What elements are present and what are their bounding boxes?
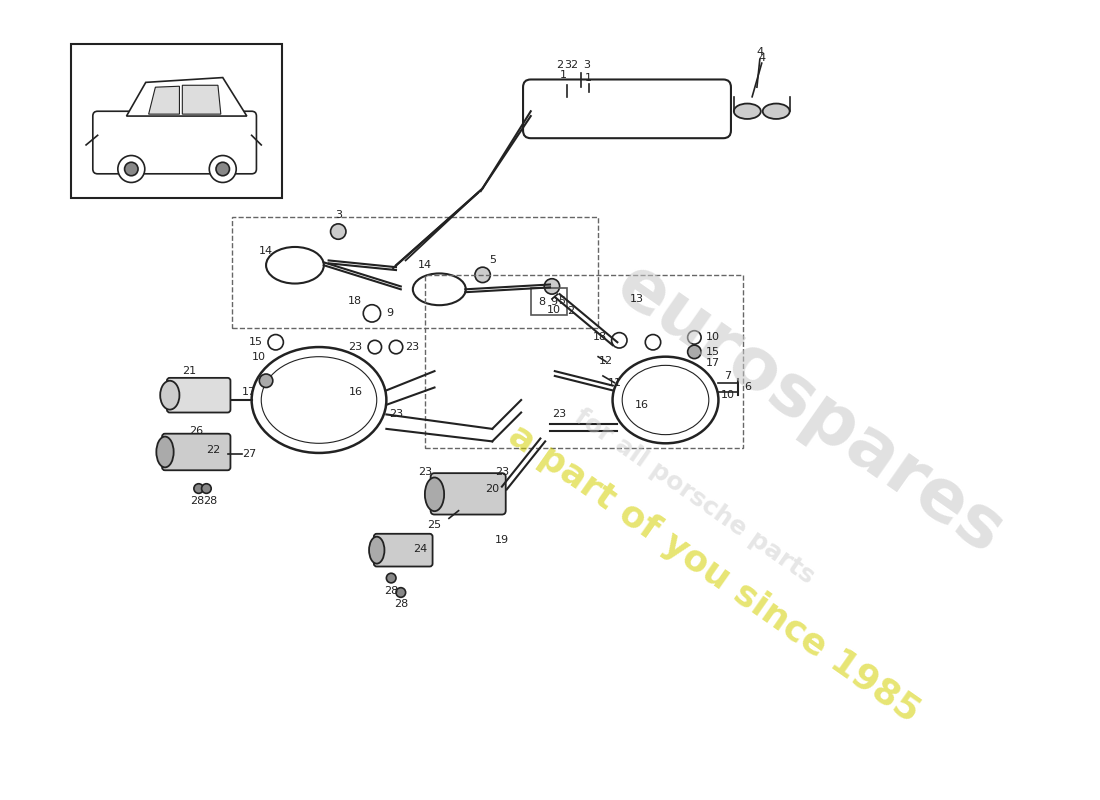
Bar <box>425 275 742 448</box>
Text: 20: 20 <box>485 483 499 494</box>
Circle shape <box>475 267 491 282</box>
Text: 17: 17 <box>706 358 721 369</box>
Circle shape <box>363 305 381 322</box>
Text: 19: 19 <box>495 534 509 545</box>
Circle shape <box>612 333 627 348</box>
Text: 3: 3 <box>334 210 342 220</box>
Bar <box>70 44 283 198</box>
Text: 18: 18 <box>593 333 607 342</box>
Text: 2: 2 <box>566 306 574 317</box>
Circle shape <box>368 340 382 354</box>
Circle shape <box>646 334 661 350</box>
Text: eurospares: eurospares <box>603 250 1016 569</box>
FancyBboxPatch shape <box>167 378 231 413</box>
Bar <box>530 288 568 315</box>
Text: 21: 21 <box>182 366 196 376</box>
Text: 26: 26 <box>189 426 202 436</box>
Ellipse shape <box>425 478 444 511</box>
Text: 23: 23 <box>552 410 567 419</box>
Text: 7: 7 <box>725 371 732 381</box>
Circle shape <box>209 155 236 182</box>
Text: 23: 23 <box>418 467 432 477</box>
Text: 4: 4 <box>758 54 766 63</box>
Circle shape <box>389 340 403 354</box>
Text: 2: 2 <box>557 60 563 70</box>
Text: a part of you since 1985: a part of you since 1985 <box>502 418 925 729</box>
Text: 10: 10 <box>722 390 735 400</box>
Text: 28: 28 <box>394 599 408 609</box>
Text: 1: 1 <box>585 73 592 82</box>
Circle shape <box>386 574 396 583</box>
Text: 18: 18 <box>349 296 362 306</box>
Circle shape <box>194 484 204 494</box>
Circle shape <box>688 345 701 358</box>
Text: 16: 16 <box>635 400 648 410</box>
FancyBboxPatch shape <box>92 111 256 174</box>
Text: 14: 14 <box>258 246 273 256</box>
Text: 10: 10 <box>547 306 561 315</box>
Text: 28: 28 <box>189 496 204 506</box>
Circle shape <box>544 278 560 294</box>
Text: 23: 23 <box>406 342 420 352</box>
Circle shape <box>216 162 230 176</box>
Text: 3: 3 <box>564 60 571 70</box>
Text: 22: 22 <box>206 445 220 455</box>
Text: 23: 23 <box>495 467 509 477</box>
Circle shape <box>688 330 701 344</box>
Text: 23: 23 <box>349 342 362 352</box>
Text: 12: 12 <box>598 357 613 366</box>
FancyBboxPatch shape <box>524 79 732 138</box>
FancyBboxPatch shape <box>374 534 432 566</box>
Circle shape <box>124 162 139 176</box>
Ellipse shape <box>266 247 323 283</box>
Text: 9: 9 <box>386 308 394 318</box>
Text: 5: 5 <box>558 296 565 306</box>
Ellipse shape <box>156 437 174 467</box>
FancyBboxPatch shape <box>431 473 506 514</box>
Text: 16: 16 <box>349 387 363 398</box>
Text: 11: 11 <box>607 378 621 388</box>
Text: 15: 15 <box>250 338 263 347</box>
Text: 28: 28 <box>204 496 218 506</box>
Ellipse shape <box>412 274 465 305</box>
Text: 5: 5 <box>488 255 496 266</box>
Text: 1: 1 <box>560 70 566 80</box>
Text: 10: 10 <box>706 333 719 342</box>
Text: 23: 23 <box>389 410 403 419</box>
Text: 10: 10 <box>252 352 266 362</box>
Polygon shape <box>148 86 179 114</box>
Text: 25: 25 <box>428 520 441 530</box>
Circle shape <box>330 224 345 239</box>
Circle shape <box>260 374 273 387</box>
Ellipse shape <box>734 103 761 119</box>
Text: 14: 14 <box>418 260 432 270</box>
Text: 13: 13 <box>629 294 644 304</box>
FancyBboxPatch shape <box>162 434 231 470</box>
Circle shape <box>118 155 145 182</box>
Polygon shape <box>183 86 221 114</box>
Ellipse shape <box>252 347 386 453</box>
Text: 3: 3 <box>584 60 591 70</box>
Text: 4: 4 <box>757 46 763 57</box>
Polygon shape <box>126 78 246 116</box>
Ellipse shape <box>161 381 179 410</box>
Text: 28: 28 <box>384 586 398 595</box>
Ellipse shape <box>762 103 790 119</box>
Text: 24: 24 <box>412 544 427 554</box>
Text: 17: 17 <box>242 387 256 398</box>
Text: 15: 15 <box>706 347 719 357</box>
Text: 6: 6 <box>745 382 751 393</box>
Ellipse shape <box>613 357 718 443</box>
Text: 8: 8 <box>538 297 544 307</box>
Circle shape <box>201 484 211 494</box>
Circle shape <box>396 588 406 598</box>
Text: 9: 9 <box>550 297 558 307</box>
Circle shape <box>268 334 284 350</box>
Bar <box>232 217 598 328</box>
Ellipse shape <box>370 537 385 564</box>
Text: 27: 27 <box>242 449 256 459</box>
Text: 2: 2 <box>571 60 578 70</box>
Text: for all porsche parts: for all porsche parts <box>570 404 818 588</box>
